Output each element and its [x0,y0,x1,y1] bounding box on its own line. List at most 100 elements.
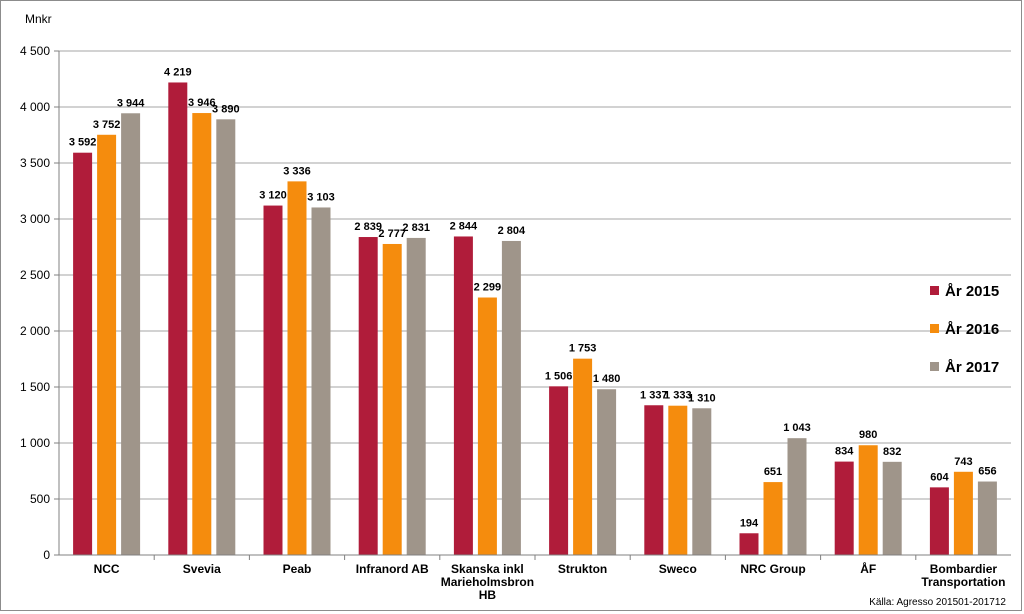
y-axis: 0 500 1 000 1 500 2 000 2 500 3 000 3 500 4 000 4… [20,44,60,562]
data-label: 1 480 [593,373,621,385]
x-category-label: NCC [94,562,120,576]
bar [216,119,236,555]
legend-label: År 2017 [945,359,999,376]
x-category-label-line: Skanska inkl [451,562,524,576]
bar [644,405,664,555]
bar [929,487,949,555]
data-label: 651 [764,466,782,478]
data-label: 3 944 [117,97,145,109]
bar [858,445,878,555]
x-category-label-line: Peab [283,562,312,576]
bar [882,461,902,555]
x-category-label: Sweco [659,562,697,576]
data-label: 3 752 [93,119,121,131]
data-label: 834 [835,446,854,458]
bar [311,207,331,556]
data-label: 1 337 [640,389,668,401]
bar [549,386,569,555]
x-category-label: ÅF [860,561,876,576]
source-note: Källa: Agresso 201501-201712 [869,597,1006,608]
data-label: 3 120 [259,190,287,202]
bar [97,134,117,555]
data-label: 832 [883,446,901,458]
bar [739,533,759,555]
x-category-label-line: Bombardier [930,562,998,576]
data-label: 1 043 [783,422,811,434]
y-tick-label: 4 000 [20,100,50,114]
data-label: 2 804 [498,225,526,237]
data-label: 656 [978,466,996,478]
y-tick-label: 500 [30,492,50,506]
data-label: 3 890 [212,103,240,115]
data-label: 2 839 [354,221,382,233]
data-label: 980 [859,429,877,441]
x-category-label-line: Sweco [659,562,697,576]
x-category-label-line: Transportation [921,575,1005,589]
bar [263,205,283,555]
data-label: 2 777 [378,228,406,240]
y-tick-label: 2 000 [20,324,50,338]
data-label: 3 103 [307,191,335,203]
bar [763,482,783,555]
data-label: 2 844 [450,220,478,232]
data-label: 604 [930,471,949,483]
bar [406,237,426,556]
x-category-label: Skanska inkl Marieholmsbron HB [441,562,534,602]
bar [121,113,141,555]
y-tick-label: 1 500 [20,380,50,394]
data-label: 194 [740,517,759,529]
data-label: 743 [954,456,972,468]
bar [168,82,188,556]
x-category-label-line: Strukton [558,562,607,576]
bars [73,82,997,556]
bar [382,243,402,555]
legend-label: År 2015 [945,283,999,300]
data-label: 3 336 [283,165,311,177]
x-category-label: Peab [283,562,312,576]
x-category-label: Infranord AB [356,562,429,576]
data-label: 2 831 [402,222,430,234]
data-label: 1 753 [569,343,597,355]
bar [73,152,93,556]
data-label: 1 506 [545,370,573,382]
y-tick-label: 1 000 [20,436,50,450]
legend-swatch [930,286,939,295]
x-category-label-line: ÅF [860,561,876,576]
bar [692,408,712,555]
bar [977,481,997,555]
x-category-label-line: HB [479,588,497,602]
x-category-label-line: Marieholmsbron [441,575,534,589]
x-category-label: NRC Group [740,562,805,576]
x-category-label: Bombardier Transportation [921,562,1005,589]
legend: År 2015 År 2016 År 2017 [930,283,999,376]
data-label: 1 310 [688,392,716,404]
bar [834,461,854,555]
bar [287,181,307,556]
bar [668,405,688,555]
bar [358,237,378,556]
x-category-label-line: Svevia [183,562,221,576]
bar [453,236,473,556]
x-category-label-line: NRC Group [740,562,805,576]
legend-swatch [930,362,939,371]
bar [477,297,497,555]
bar [192,113,212,555]
x-category-label-line: NCC [94,562,120,576]
y-tick-label: 2 500 [20,268,50,282]
y-unit-label: Mnkr [25,12,52,26]
data-label: 3 946 [188,97,216,109]
data-label: 2 299 [474,282,502,294]
data-label: 1 333 [664,390,692,402]
legend-swatch [930,324,939,333]
bar [573,358,593,555]
x-category-label-line: Infranord AB [356,562,429,576]
bar [953,471,973,555]
bar [597,389,617,555]
y-tick-label: 4 500 [20,44,50,58]
x-category-label: Strukton [558,562,607,576]
data-label: 4 219 [164,66,192,78]
data-label: 3 592 [69,137,97,149]
